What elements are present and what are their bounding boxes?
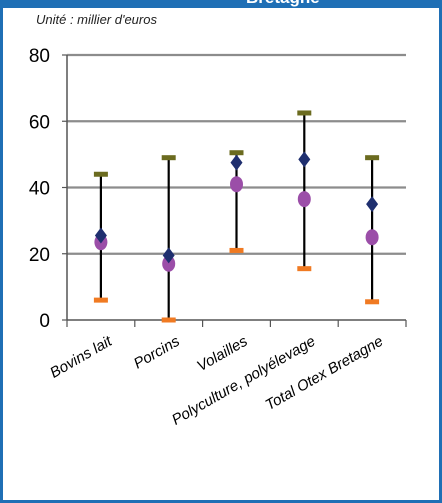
min-marker-4 xyxy=(365,299,380,305)
mean-marker-3 xyxy=(298,151,311,168)
mean-marker-2 xyxy=(230,154,243,171)
unit-note: Unité : millier d'euros xyxy=(36,12,157,27)
max-marker-1 xyxy=(161,155,176,161)
median-marker-3 xyxy=(297,191,311,208)
y-tick-label-60: 60 xyxy=(29,112,50,133)
title-bar: Bretagne xyxy=(0,0,442,8)
median-marker-4 xyxy=(365,229,379,246)
x-tick-label-1: Porcins xyxy=(131,332,183,372)
max-marker-2 xyxy=(229,150,244,156)
chart-title: Bretagne xyxy=(246,0,320,8)
min-marker-1 xyxy=(161,317,176,323)
x-tick-label-4: Total Otex Bretagne xyxy=(263,333,387,414)
mean-marker-0 xyxy=(94,227,107,244)
y-tick-label-0: 0 xyxy=(39,311,50,332)
max-marker-0 xyxy=(93,171,108,177)
min-marker-3 xyxy=(297,266,312,272)
median-marker-1 xyxy=(162,255,176,272)
y-tick-label-20: 20 xyxy=(29,245,50,266)
y-tick-label-40: 40 xyxy=(29,179,50,200)
min-marker-0 xyxy=(93,297,108,303)
max-marker-3 xyxy=(297,110,312,116)
y-tick-label-80: 80 xyxy=(29,46,50,67)
mean-marker-1 xyxy=(162,247,175,264)
mean-marker-4 xyxy=(366,196,379,213)
max-marker-4 xyxy=(365,155,380,161)
min-marker-2 xyxy=(229,247,244,253)
x-tick-label-2: Volailles xyxy=(194,332,251,375)
median-marker-2 xyxy=(230,176,243,193)
x-tick-label-0: Bovins lait xyxy=(47,332,115,381)
